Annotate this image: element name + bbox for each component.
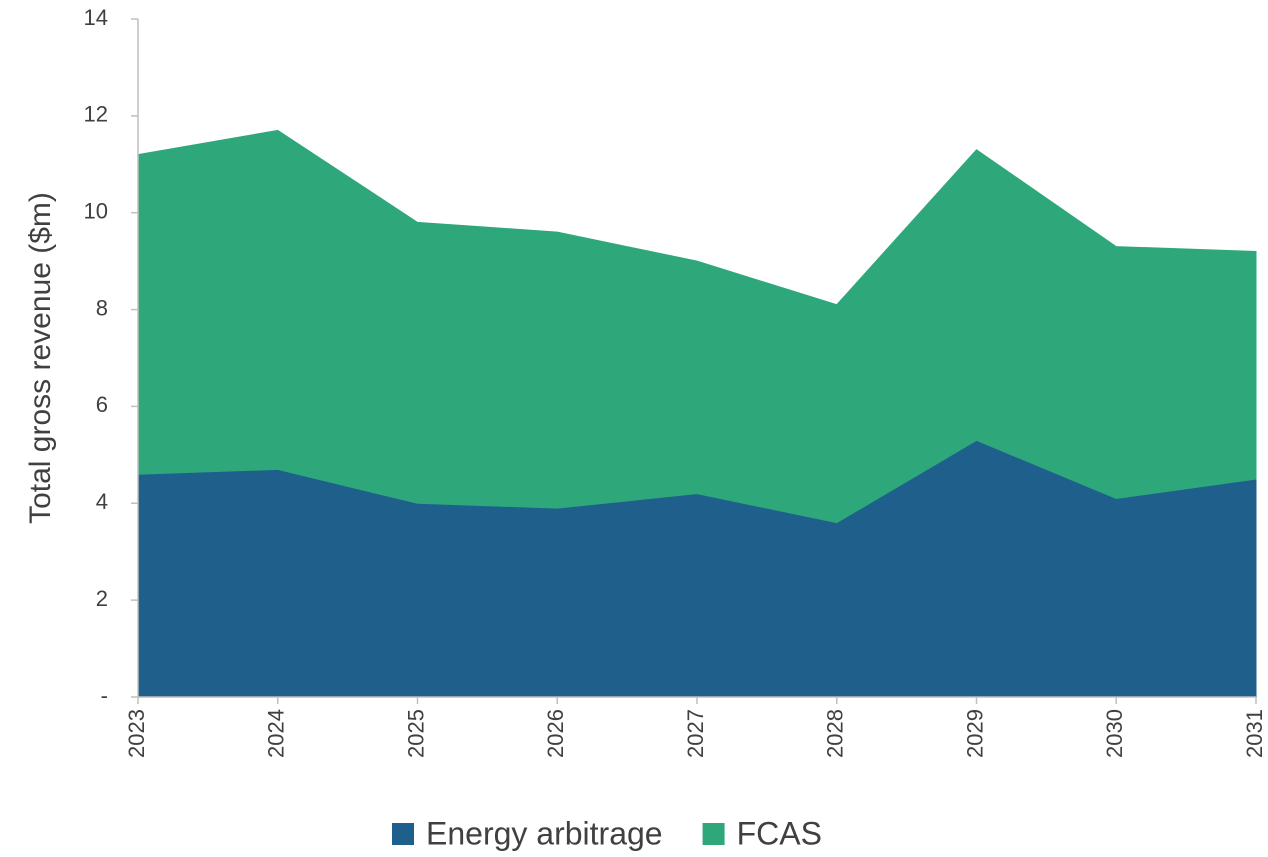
legend-swatch (392, 823, 414, 845)
y-tick-label: 10 (84, 199, 108, 224)
y-tick-label: 8 (96, 295, 108, 320)
y-tick-label: 2 (96, 586, 108, 611)
legend-label: Energy arbitrage (426, 815, 663, 851)
area (137, 129, 1257, 524)
y-tick-label: 6 (96, 392, 108, 417)
x-tick-label: 2029 (962, 709, 987, 758)
x-tick-label: 2025 (403, 709, 428, 758)
x-tick-label: 2028 (823, 709, 848, 758)
y-tick-label: 14 (84, 5, 108, 30)
x-tick-label: 2023 (124, 709, 149, 758)
x-tick-label: 2030 (1102, 709, 1127, 758)
legend-swatch (702, 823, 725, 845)
legend: Energy arbitrage FCAS (392, 815, 822, 851)
x-tick-label: 2024 (264, 709, 289, 758)
y-tick-label: 4 (96, 489, 108, 514)
x-tick-label: 2026 (543, 709, 568, 758)
y-axis-label: Total gross revenue ($m) (24, 192, 57, 524)
y-tick-label: 12 (84, 102, 108, 127)
y-tick-label: - (101, 683, 108, 708)
x-tick-label: 2031 (1242, 709, 1267, 758)
legend-label: FCAS (737, 815, 822, 851)
x-tick-label: 2027 (683, 709, 708, 758)
